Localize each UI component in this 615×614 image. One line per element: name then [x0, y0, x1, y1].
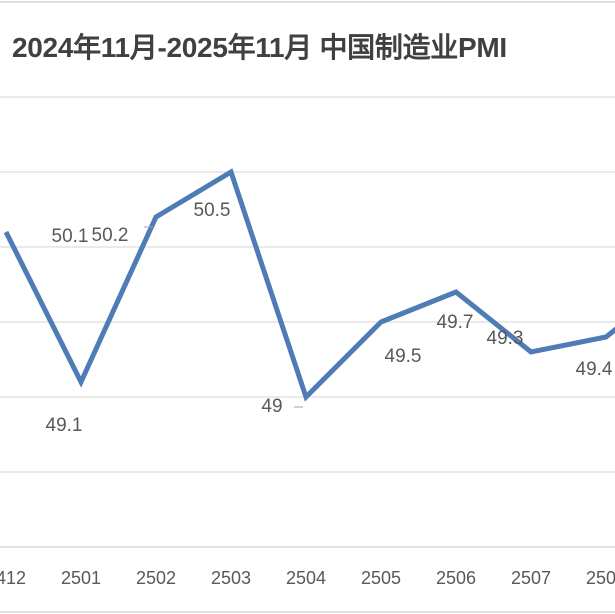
chart-title: 2024年11月-2025年11月 中国制造业PMI	[12, 32, 507, 63]
x-tick-label: 2502	[136, 568, 176, 588]
x-tick-label: 2506	[436, 568, 476, 588]
x-tick-label: 2507	[511, 568, 551, 588]
series-line	[3, 168, 615, 402]
data-label: 49.3	[487, 328, 524, 349]
data-label: 50.1	[52, 226, 89, 247]
data-label: 50.5	[194, 200, 231, 221]
x-tick-label: 2503	[211, 568, 251, 588]
data-label: 49.7	[437, 312, 474, 333]
data-label: 49.5	[385, 346, 422, 367]
data-label: 50.2	[92, 225, 129, 246]
data-label: 49.1	[46, 415, 83, 436]
x-tick-label: 2508	[586, 568, 615, 588]
x-tick-label: 2501	[61, 568, 101, 588]
data-label: 49	[261, 396, 282, 417]
x-tick-label: 2412	[0, 568, 26, 588]
x-tick-label: 2505	[361, 568, 401, 588]
data-label: 49.4	[576, 359, 613, 380]
x-tick-label: 2504	[286, 568, 326, 588]
